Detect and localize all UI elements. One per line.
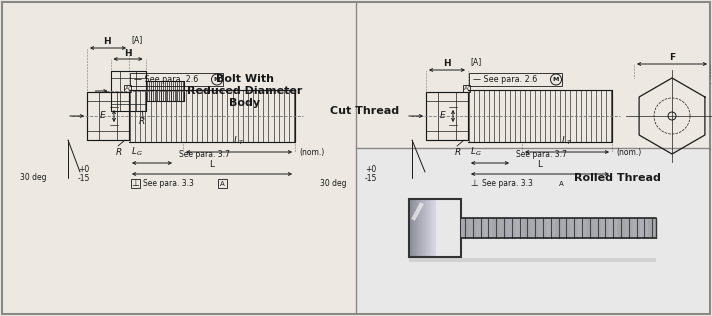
Text: 30 deg: 30 deg xyxy=(320,179,347,187)
Bar xyxy=(539,218,547,238)
Text: ⊥: ⊥ xyxy=(471,179,478,188)
Bar xyxy=(412,199,414,257)
Bar xyxy=(430,199,432,257)
Text: $L_T$: $L_T$ xyxy=(561,135,572,147)
Bar xyxy=(416,199,418,257)
Bar xyxy=(414,199,417,257)
Text: $L_T$: $L_T$ xyxy=(234,135,245,147)
Bar xyxy=(124,85,131,92)
Bar xyxy=(531,218,539,238)
Text: See para. 3.3: See para. 3.3 xyxy=(482,179,533,188)
Bar xyxy=(562,218,570,238)
Bar xyxy=(555,218,562,238)
Text: A: A xyxy=(125,86,130,91)
Bar xyxy=(409,199,461,257)
Text: R: R xyxy=(455,148,461,157)
Text: F: F xyxy=(669,53,675,63)
Bar xyxy=(410,199,413,257)
Bar xyxy=(500,218,508,238)
Bar xyxy=(426,199,429,257)
Text: A: A xyxy=(559,180,564,186)
Bar xyxy=(640,218,648,238)
Bar xyxy=(617,218,625,238)
Bar xyxy=(358,150,708,312)
Text: R: R xyxy=(139,117,145,125)
Bar xyxy=(432,199,435,257)
Bar xyxy=(625,218,632,238)
Bar xyxy=(523,218,531,238)
Text: -15: -15 xyxy=(365,174,377,183)
Text: A: A xyxy=(464,86,468,91)
Bar xyxy=(594,218,602,238)
Bar xyxy=(431,199,434,257)
Text: (nom.): (nom.) xyxy=(299,148,324,156)
Bar xyxy=(578,218,586,238)
Bar xyxy=(424,199,427,257)
Bar xyxy=(476,218,484,238)
Bar xyxy=(131,179,140,188)
Text: H: H xyxy=(124,48,132,58)
Bar xyxy=(429,199,431,257)
Text: +0: +0 xyxy=(365,165,376,174)
Text: [A]: [A] xyxy=(470,57,481,66)
Bar xyxy=(422,199,424,257)
Bar xyxy=(557,179,566,188)
Bar xyxy=(413,199,416,257)
Bar xyxy=(427,199,430,257)
Bar xyxy=(570,218,578,238)
Bar xyxy=(602,218,609,238)
Text: $L_G$: $L_G$ xyxy=(470,145,481,158)
Text: 30 deg: 30 deg xyxy=(20,173,46,181)
Bar xyxy=(417,199,419,257)
Bar xyxy=(609,218,617,238)
Text: See para. 3.7: See para. 3.7 xyxy=(516,150,567,159)
Bar xyxy=(586,218,594,238)
Bar xyxy=(419,199,422,257)
Text: R: R xyxy=(116,148,122,157)
Bar xyxy=(409,258,656,262)
Bar xyxy=(484,218,492,238)
Bar xyxy=(648,218,656,238)
Bar xyxy=(468,218,476,238)
Text: — See para. 2.6: — See para. 2.6 xyxy=(473,75,538,84)
Bar xyxy=(469,73,562,86)
Bar xyxy=(515,218,523,238)
Bar xyxy=(130,73,223,86)
Text: L: L xyxy=(209,160,214,169)
Text: — See para. 2.6: — See para. 2.6 xyxy=(134,75,198,84)
Text: L: L xyxy=(538,160,543,169)
Bar xyxy=(470,179,479,188)
Text: E: E xyxy=(100,112,106,120)
Text: H: H xyxy=(443,59,451,69)
Bar xyxy=(547,218,555,238)
Bar xyxy=(632,218,640,238)
Text: M: M xyxy=(553,77,559,82)
Bar xyxy=(461,218,468,238)
Text: Bolt With
Reduced Diameter
Body: Bolt With Reduced Diameter Body xyxy=(187,74,303,108)
Text: Rolled Thread: Rolled Thread xyxy=(574,173,661,183)
Text: +0: +0 xyxy=(78,165,89,174)
Bar xyxy=(409,199,412,257)
Bar xyxy=(492,218,500,238)
Text: H: H xyxy=(103,38,111,46)
Text: See para. 3.3: See para. 3.3 xyxy=(143,179,194,188)
Text: M: M xyxy=(214,77,220,82)
Text: [A]: [A] xyxy=(131,35,142,44)
Bar xyxy=(463,85,470,92)
Bar xyxy=(421,199,424,257)
Text: E: E xyxy=(439,112,445,120)
Text: (nom.): (nom.) xyxy=(616,148,642,156)
Bar xyxy=(434,199,436,257)
Bar xyxy=(508,218,515,238)
Text: A: A xyxy=(220,180,225,186)
Text: -15: -15 xyxy=(78,174,90,183)
Text: $L_G$: $L_G$ xyxy=(131,145,142,158)
Bar xyxy=(218,179,227,188)
Text: ⊥: ⊥ xyxy=(132,179,140,188)
Text: Cut Thread: Cut Thread xyxy=(330,106,399,116)
Text: See para. 3.7: See para. 3.7 xyxy=(179,150,230,159)
Bar xyxy=(424,199,426,257)
Bar xyxy=(418,199,421,257)
